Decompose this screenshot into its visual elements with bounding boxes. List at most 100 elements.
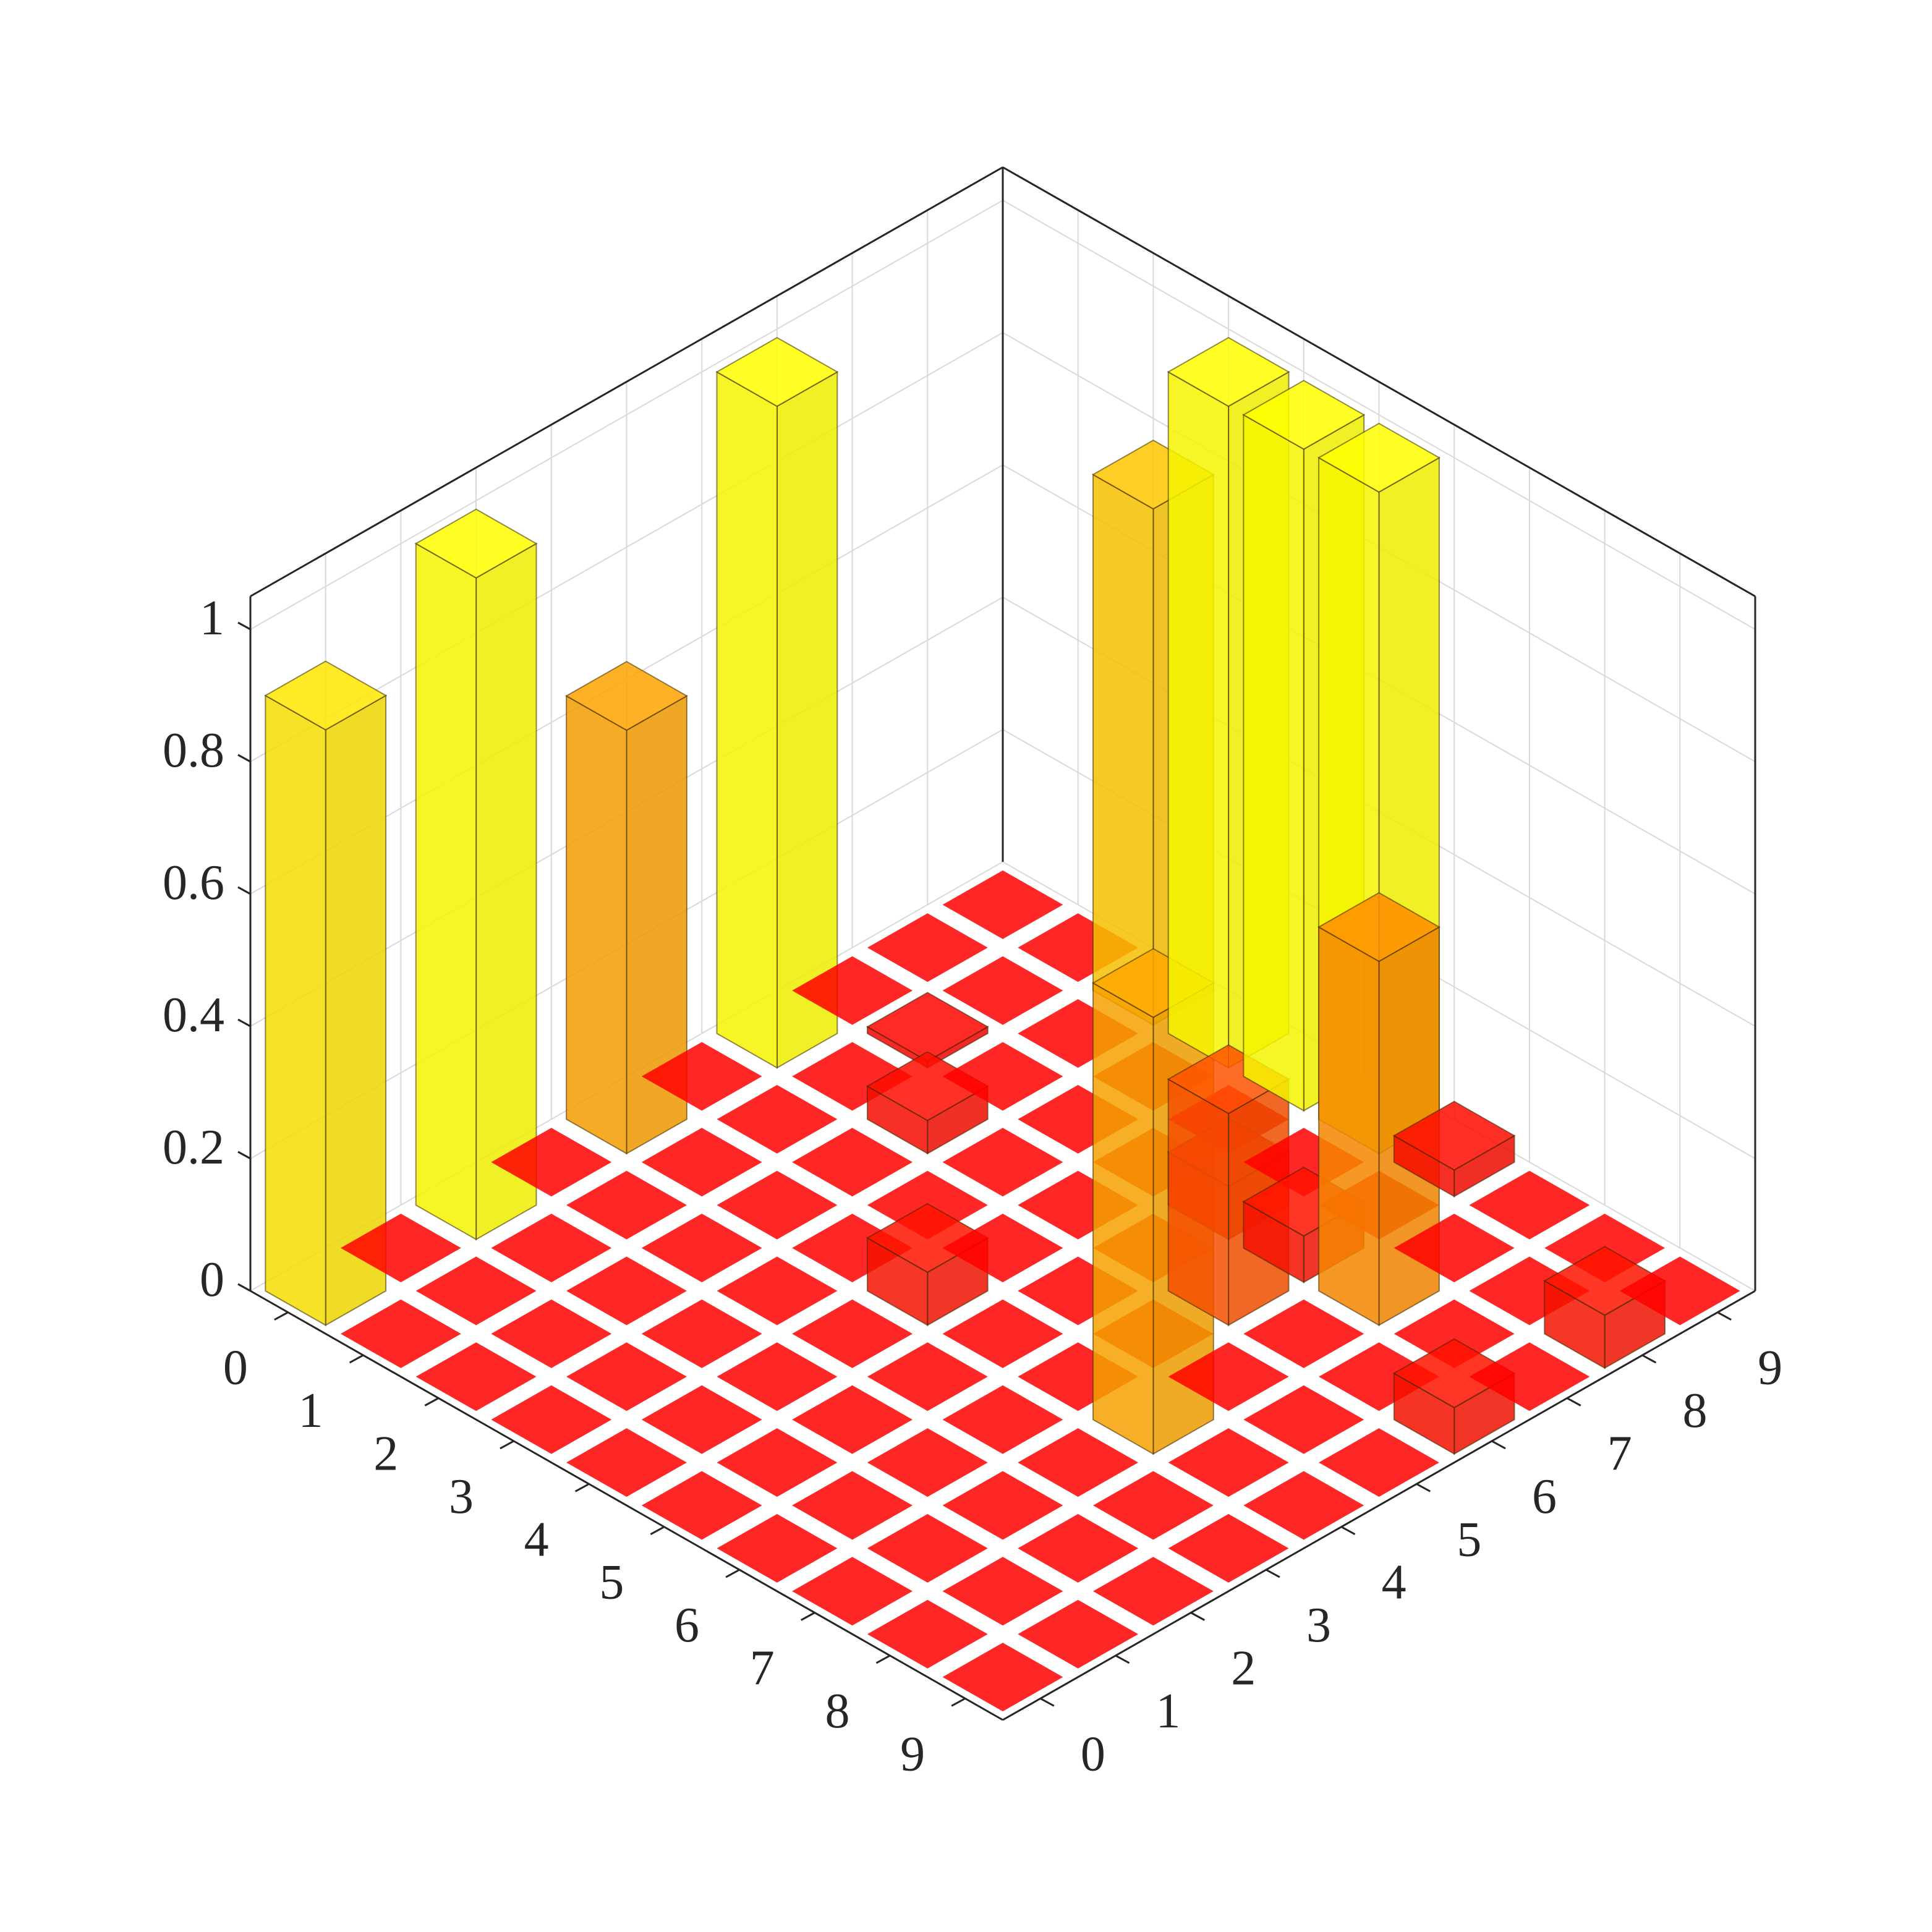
bar-top (641, 1042, 762, 1111)
bar-top (1243, 1299, 1364, 1368)
bar-0-8 (867, 913, 988, 982)
bar-top (566, 1428, 687, 1497)
bar-top (1319, 1428, 1439, 1497)
bar-top (792, 1557, 913, 1626)
bar-1-4 (641, 1128, 762, 1197)
z-tick (237, 1283, 251, 1292)
bar-1-7 (866, 992, 989, 1069)
bar-2-0 (415, 1342, 537, 1411)
bar-top (717, 1084, 838, 1154)
bar-top (491, 1214, 612, 1283)
x-tick-label: 5 (599, 1555, 624, 1610)
x-tick (424, 1397, 439, 1406)
bar-top (942, 1643, 1063, 1712)
bar-0-4 (565, 660, 688, 1155)
bars (264, 336, 1740, 1712)
bar-0-0 (264, 660, 388, 1327)
bar-9-5 (1319, 1428, 1439, 1497)
bar-top (1317, 892, 1440, 963)
bar-6-9 (1392, 1100, 1516, 1198)
y-tick (1641, 1354, 1657, 1364)
bar-top (717, 1513, 838, 1583)
bar-face-right (566, 694, 628, 1155)
bar-top (942, 1299, 1063, 1368)
y-tick (1567, 1397, 1581, 1406)
bar-6-1 (792, 1471, 913, 1540)
bar-top (792, 956, 913, 1025)
x-tick-label: 8 (825, 1684, 849, 1738)
bar-face-right (1167, 370, 1230, 1069)
bar-top (1093, 1557, 1214, 1626)
bar-face-right (1092, 473, 1154, 1026)
y-tick-label: 7 (1607, 1427, 1632, 1481)
bar-9-8 (1543, 1246, 1667, 1369)
bar-8-1 (942, 1557, 1063, 1626)
bar-face-right (1167, 1078, 1230, 1327)
bar-7-0 (792, 1557, 913, 1626)
bar-top (942, 1214, 1063, 1283)
bar-top (717, 1170, 838, 1240)
bar-top (1619, 1256, 1740, 1326)
z-tick-label: 0.6 (163, 856, 224, 910)
bar-top (792, 1299, 913, 1368)
bar-top (717, 1428, 838, 1497)
bar-top (942, 956, 1063, 1025)
bar-3-2 (641, 1299, 762, 1368)
y-tick-label: 5 (1457, 1512, 1481, 1567)
bar-9-2 (1093, 1557, 1214, 1626)
y-tick-label: 8 (1682, 1384, 1707, 1438)
bar-top (717, 1342, 838, 1411)
x-tick (875, 1654, 891, 1664)
bar-top (942, 1042, 1063, 1111)
bar-2-7 (942, 1042, 1063, 1111)
bar-1-0 (341, 1299, 461, 1368)
z-tick-label: 0.8 (163, 723, 224, 778)
bar-7-8 (1394, 1214, 1515, 1283)
y-tick (1491, 1440, 1506, 1450)
bar-8-3 (1093, 1471, 1214, 1540)
bar-7-5 (1168, 1342, 1289, 1411)
y-tick (1040, 1697, 1055, 1707)
bar-0-2 (414, 508, 538, 1241)
bar-5-3 (867, 1342, 988, 1411)
bar-5-0 (641, 1471, 762, 1540)
axis-box (249, 166, 1756, 1721)
bar-top (867, 1342, 988, 1411)
bar-top (1242, 380, 1366, 450)
bar-6-3 (942, 1385, 1063, 1454)
bar-face-right (716, 370, 778, 1069)
bar-5-1 (717, 1428, 838, 1497)
bar-8-5 (1243, 1385, 1364, 1454)
x-tick-label: 6 (674, 1598, 699, 1653)
bar-top (1168, 1342, 1289, 1411)
bar-1-1 (415, 1256, 537, 1326)
bar-top (867, 913, 988, 982)
bar-face-left (776, 370, 838, 1069)
bar-top (641, 1214, 762, 1283)
bar-top (1018, 999, 1139, 1068)
z-tick-label: 0.4 (163, 988, 224, 1042)
y-tick (1340, 1526, 1356, 1536)
bar-top (566, 1256, 687, 1326)
bar-7-7 (1317, 892, 1440, 1327)
y-tick-label: 2 (1231, 1641, 1256, 1696)
bar-top (414, 508, 538, 579)
x-tick-label: 0 (223, 1341, 248, 1395)
bar-top (1018, 1513, 1139, 1583)
bar-3-6 (942, 1128, 1063, 1197)
bar-top (1093, 1471, 1214, 1540)
z-tick (237, 754, 251, 763)
bar-7-1 (867, 1513, 988, 1583)
bar-7-2 (942, 1471, 1063, 1540)
z-tick (237, 886, 251, 895)
axis-edge (1002, 166, 1756, 597)
bar-2-2 (566, 1256, 687, 1326)
bar-top (641, 1471, 762, 1540)
bar-top (566, 1342, 687, 1411)
y-tick (1190, 1612, 1205, 1621)
bar-1-5 (717, 1084, 838, 1154)
y-tick-label: 6 (1532, 1470, 1557, 1524)
bar-1-9 (1018, 913, 1139, 982)
bar-top (1394, 1214, 1515, 1283)
y-tick (1115, 1654, 1130, 1664)
